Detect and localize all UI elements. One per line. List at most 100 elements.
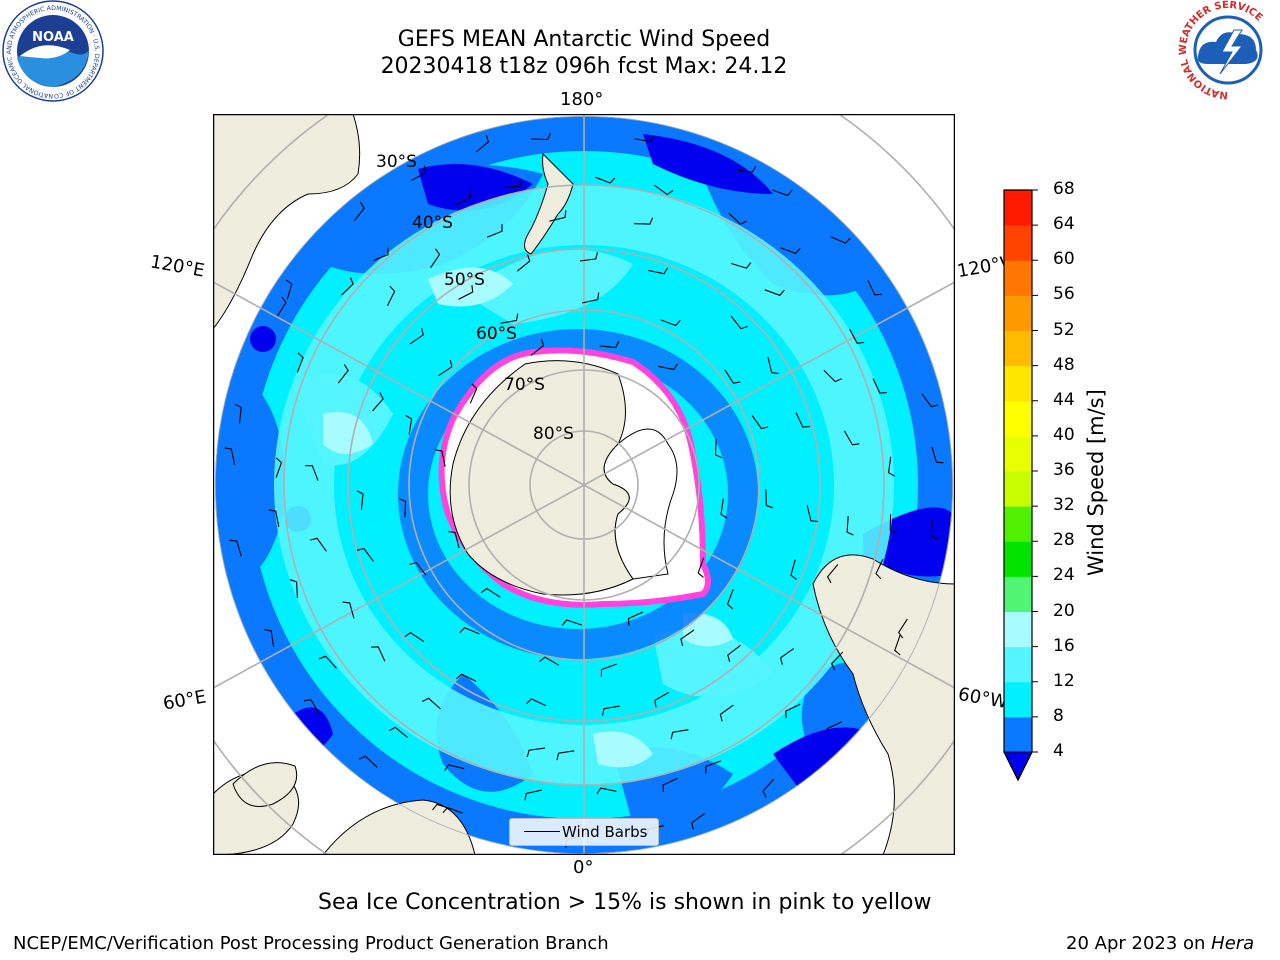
colorbar [1003, 189, 1038, 782]
wind-barb [633, 217, 654, 225]
wind-barb [736, 165, 757, 173]
wind-barb [371, 646, 386, 662]
lon-label-0: 0° [573, 857, 594, 878]
wind-barb [705, 760, 722, 774]
wind-barb [764, 289, 785, 296]
lat-label-60s: 60°S [476, 324, 517, 344]
colorbar-outline [1003, 189, 1033, 782]
wind-barb [475, 135, 490, 153]
wind-barb [731, 262, 752, 269]
wind-barb [830, 236, 851, 244]
footer-credit: NCEP/EMC/Verification Post Processing Pr… [13, 933, 609, 954]
lat-label-50s: 50°S [444, 270, 485, 290]
wind-barb [229, 539, 242, 557]
wind-barb [772, 189, 793, 197]
wind-barb [372, 247, 389, 262]
wind-barb [285, 279, 293, 300]
wind-barb [601, 705, 620, 716]
wind-barb [780, 247, 801, 255]
colorbar-tick-label: 16 [1053, 635, 1075, 656]
wind-barb [898, 618, 908, 639]
wind-barb [305, 465, 319, 481]
footer-date: 20 Apr 2023 on Hera [1066, 933, 1254, 954]
wind-barb [581, 292, 600, 304]
wind-barb [648, 267, 669, 275]
colorbar-tick-label: 60 [1053, 249, 1075, 270]
wind-barb [670, 729, 689, 740]
land-antarctic-peninsula [603, 428, 678, 580]
wind-barb [444, 764, 465, 771]
wind-barb [600, 663, 617, 677]
wind-barb [456, 673, 477, 682]
colorbar-tick-label: 36 [1053, 460, 1075, 480]
colorbar-segment [1004, 330, 1032, 367]
wind-barb [921, 393, 939, 408]
wind-barb [356, 490, 364, 510]
wind-barb [849, 328, 865, 344]
lat-label-70s: 70°S [504, 375, 545, 395]
wind-barb [356, 547, 374, 562]
wind-barb [530, 338, 545, 356]
wind-barb [888, 456, 895, 477]
colorbar-tick-label: 64 [1053, 214, 1075, 235]
map-legend: Wind Barbs [509, 818, 659, 846]
wind-barb [596, 787, 617, 795]
wind-barb [438, 359, 453, 377]
wind-barb [875, 558, 884, 580]
wind-barb [579, 251, 599, 262]
wind-barb [430, 248, 441, 269]
wind-barb [765, 489, 773, 509]
wind-barb [627, 611, 644, 626]
wind-barb [843, 430, 860, 446]
wind-barb [660, 319, 681, 327]
wind-barb [539, 656, 560, 666]
wind-barb [795, 412, 810, 428]
wind-barb [830, 651, 844, 671]
wind-barb [296, 352, 304, 373]
wind-barb [790, 559, 797, 580]
colorbar-segment [1004, 260, 1032, 296]
wind-barb [310, 537, 327, 552]
wind-barb [714, 438, 723, 459]
wind-barb [224, 447, 236, 465]
wind-barb [480, 587, 501, 598]
wind-barb [526, 698, 547, 707]
wind-barb [653, 184, 674, 196]
wind-barbs [224, 132, 944, 848]
wind-barb [595, 176, 616, 184]
wind-barb [432, 803, 453, 811]
wind-barb [930, 520, 938, 540]
wind-barb [405, 414, 413, 435]
wind-barb [398, 498, 407, 518]
colorbar-tick-label: 4 [1053, 741, 1064, 761]
chart-subtitle: 20230418 t18z 096h fcst Max: 24.12 [380, 54, 788, 79]
wind-barb [872, 378, 887, 394]
land-australia-outer [213, 114, 361, 330]
noaa-logo-text: NOAA [32, 30, 74, 45]
wind-barb [785, 703, 801, 719]
wind-barb [289, 579, 298, 598]
colorbar-segment [1004, 681, 1032, 718]
wind-barb [931, 446, 944, 464]
wind-barb [353, 201, 365, 222]
chart-title: GEFS MEAN Antarctic Wind Speed [397, 27, 771, 52]
wind-barb [724, 369, 741, 384]
colorbar-tick-label: 12 [1053, 670, 1075, 691]
lon-label-60e: 60°E [161, 686, 208, 715]
wind-barb [549, 210, 567, 222]
colorbar-segment [1004, 646, 1032, 683]
wind-barb [697, 557, 705, 578]
wind-barb [486, 224, 503, 238]
wind-barb [388, 726, 408, 738]
wind-barb [826, 564, 839, 584]
wind-barb [894, 635, 901, 656]
wind-barb [751, 415, 769, 430]
colorbar-tick-label: 56 [1053, 284, 1075, 305]
wind-barb [234, 403, 242, 424]
colorbar-segment [1004, 541, 1032, 577]
wind-barb [730, 315, 748, 330]
wind-barb [304, 699, 320, 714]
land-new-zealand [524, 152, 574, 255]
lat-label-80s: 80°S [533, 424, 574, 444]
wind-barb [826, 721, 842, 736]
